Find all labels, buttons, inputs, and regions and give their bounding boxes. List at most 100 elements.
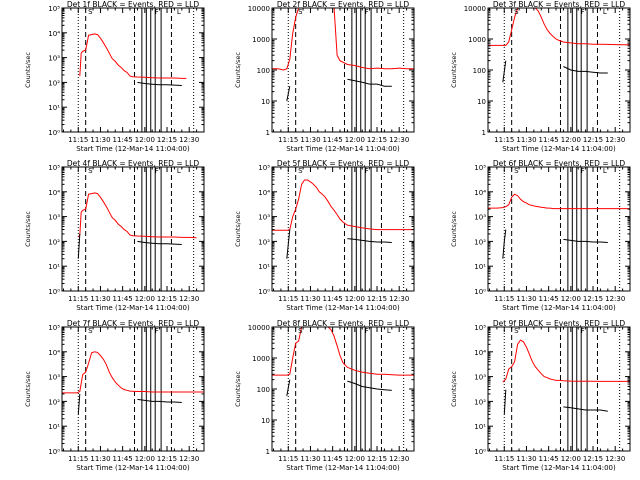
chart-title: Det 1f BLACK = Events, RED = LLD	[67, 0, 200, 9]
chart-title: Det 3f BLACK = Events, RED = LLD	[493, 0, 626, 9]
y-axis-label: Counts/sec	[24, 211, 32, 247]
y-tick-label: 10²	[48, 238, 60, 246]
y-tick-label: 10¹	[48, 423, 60, 431]
annotation-label: S	[298, 167, 303, 175]
y-tick-label: 10²	[48, 79, 60, 87]
y-tick-label: 1000	[252, 36, 270, 44]
x-tick-label: 12:30	[605, 136, 625, 144]
x-tick-label: 12:00	[345, 295, 365, 303]
y-axis-label: Counts/sec	[234, 52, 242, 88]
events-series-line	[286, 379, 291, 396]
lld-series-line	[488, 8, 630, 46]
plot-frame	[61, 326, 205, 452]
x-tick-label: 12:15	[367, 136, 387, 144]
annotation-label: L	[387, 8, 391, 16]
y-tick-label: 10¹	[48, 263, 60, 271]
x-tick-label: 11:30	[300, 455, 320, 463]
x-axis-label: Start Time (12-Mar-14 11:04:00)	[286, 464, 400, 472]
annotation-label: S	[88, 8, 93, 16]
y-tick-label: 100	[257, 386, 270, 394]
plot-frame	[271, 7, 415, 133]
x-tick-label: 11:45	[113, 136, 133, 144]
events-series-line	[286, 229, 291, 259]
x-tick-label: 11:30	[90, 455, 110, 463]
events-series-line	[503, 389, 507, 415]
x-tick-label: 12:00	[561, 455, 581, 463]
plot-frame	[487, 326, 631, 452]
y-axis-label: Counts/sec	[24, 52, 32, 88]
y-tick-label: 10⁰	[258, 288, 270, 296]
x-tick-label: 11:30	[516, 136, 536, 144]
y-tick-label: 10	[261, 417, 270, 425]
y-tick-label: 1	[266, 129, 270, 137]
y-tick-label: 1000	[468, 36, 486, 44]
x-tick-label: 11:15	[494, 295, 514, 303]
y-tick-label: 10²	[474, 238, 486, 246]
y-tick-label: 10000	[464, 5, 486, 13]
annotation-label: F	[581, 167, 585, 175]
annotation-label: L	[603, 167, 607, 175]
chart-panel-2: Det 2f BLACK = Events, RED = LLD 1 10 100 10…	[234, 0, 415, 153]
y-tick-label: 10¹	[474, 263, 486, 271]
y-tick-label: 10³	[48, 55, 60, 63]
chart-panel-7: Det 7f BLACK = Events, RED = LLD 10⁰ 10¹ 10…	[24, 319, 205, 472]
x-tick-label: 12:30	[389, 295, 409, 303]
events-series-line	[563, 66, 608, 74]
annotation-label: F	[155, 8, 159, 16]
events-series-line	[347, 238, 392, 243]
annotation-label: L	[387, 167, 391, 175]
y-tick-label: 10⁴	[474, 189, 486, 197]
annotation-label: F	[365, 8, 369, 16]
x-tick-label: 11:30	[90, 295, 110, 303]
y-tick-label: 10⁴	[474, 349, 486, 357]
lld-series-line	[488, 193, 630, 210]
y-tick-label: 10⁵	[48, 164, 60, 172]
events-series-line	[563, 406, 608, 412]
lld-series-line	[77, 192, 197, 239]
x-tick-label: 11:15	[68, 136, 88, 144]
annotation-label: S	[88, 327, 93, 335]
plot-frame	[487, 7, 631, 133]
chart-title: Det 7f BLACK = Events, RED = LLD	[67, 319, 200, 328]
lld-series-line	[79, 33, 187, 79]
events-series-line	[347, 380, 392, 391]
plot-frame	[271, 326, 415, 452]
annotation-label: F	[155, 167, 159, 175]
x-axis-label: Start Time (12-Mar-14 11:04:00)	[502, 304, 616, 312]
y-tick-label: 10²	[258, 238, 270, 246]
lld-series-line	[272, 8, 414, 71]
x-tick-label: 12:00	[345, 136, 365, 144]
x-tick-label: 12:15	[367, 455, 387, 463]
x-tick-label: 12:00	[561, 136, 581, 144]
y-axis-label: Counts/sec	[450, 211, 458, 247]
y-tick-label: 10¹	[48, 104, 60, 112]
events-series-line	[137, 81, 182, 86]
y-tick-label: 10³	[48, 374, 60, 382]
y-tick-label: 10⁰	[48, 288, 60, 296]
annotation-label: S	[514, 167, 519, 175]
x-tick-label: 11:45	[323, 455, 343, 463]
events-series-line	[77, 233, 81, 259]
annotation-label: S	[514, 8, 519, 16]
chart-panel-5: Det 5f BLACK = Events, RED = LLD 10⁰ 10¹ 10…	[234, 159, 415, 312]
annotation-label: F	[581, 327, 585, 335]
y-tick-label: 10⁵	[48, 324, 60, 332]
annotation-label: F	[155, 327, 159, 335]
x-tick-label: 11:30	[516, 455, 536, 463]
x-tick-label: 12:15	[583, 455, 603, 463]
y-tick-label: 10⁰	[48, 129, 60, 137]
x-tick-label: 12:30	[179, 136, 199, 144]
y-axis-label: Counts/sec	[450, 371, 458, 407]
y-axis-label: Counts/sec	[234, 211, 242, 247]
events-series-line	[563, 238, 608, 243]
y-tick-label: 1000	[252, 355, 270, 363]
x-tick-label: 11:15	[278, 295, 298, 303]
y-tick-label: 1	[266, 448, 270, 456]
chart-title: Det 8f BLACK = Events, RED = LLD	[277, 319, 410, 328]
x-tick-label: 11:30	[516, 295, 536, 303]
annotation-label: F	[365, 327, 369, 335]
annotation-label: L	[177, 327, 181, 335]
x-tick-label: 11:15	[278, 455, 298, 463]
x-tick-label: 12:30	[605, 295, 625, 303]
y-axis-label: Counts/sec	[450, 52, 458, 88]
